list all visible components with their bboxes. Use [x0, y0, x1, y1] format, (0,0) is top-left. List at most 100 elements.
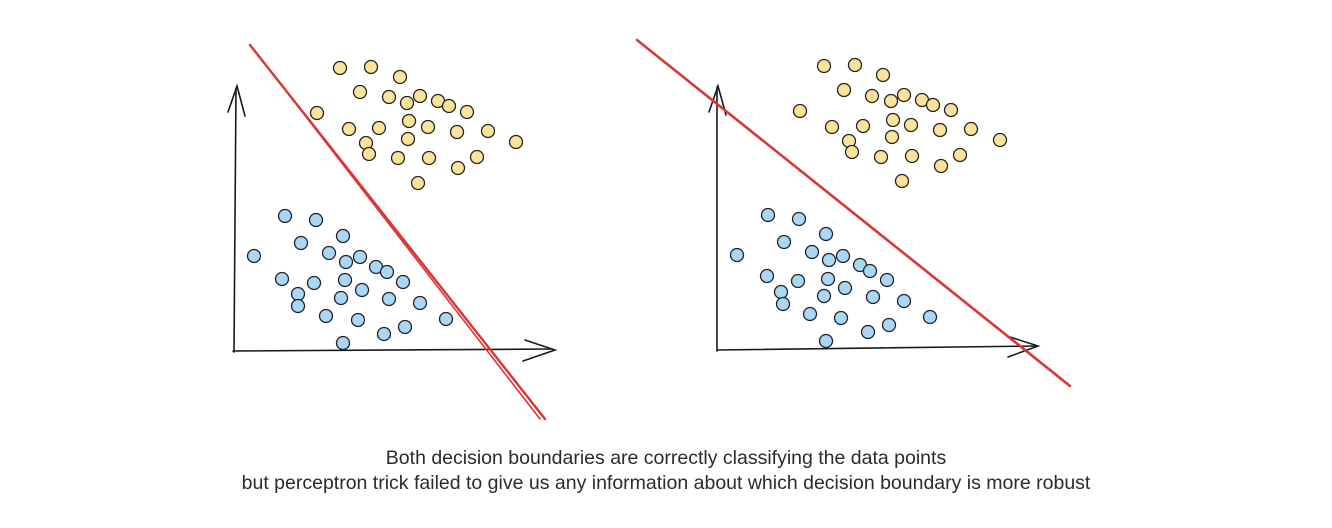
- data-point: [318, 308, 334, 324]
- data-point: [274, 271, 290, 287]
- right-x-axis: [716, 345, 1037, 351]
- data-point: [821, 252, 837, 268]
- data-point: [337, 272, 353, 288]
- data-point: [932, 122, 948, 138]
- data-point: [864, 88, 880, 104]
- left-y-axis: [233, 87, 237, 353]
- data-point: [885, 112, 901, 128]
- data-point: [361, 146, 377, 162]
- figure-caption: Both decision boundaries are correctly c…: [0, 446, 1332, 496]
- data-point: [883, 93, 899, 109]
- data-point: [450, 160, 466, 176]
- data-point: [865, 289, 881, 305]
- left-y-arrowhead: [227, 83, 246, 117]
- data-point: [818, 226, 834, 242]
- data-point: [438, 311, 454, 327]
- caption-line-2: but perceptron trick failed to give us a…: [241, 472, 1091, 494]
- data-point: [896, 293, 912, 309]
- data-point: [875, 67, 891, 83]
- left-decision-boundary: [248, 43, 547, 421]
- right-x-arrowhead: [1007, 336, 1041, 358]
- data-point: [459, 104, 475, 120]
- data-point: [873, 149, 889, 165]
- data-point: [290, 298, 306, 314]
- data-point: [381, 291, 397, 307]
- data-point: [412, 88, 428, 104]
- data-point: [293, 235, 309, 251]
- data-point: [400, 131, 416, 147]
- data-point: [847, 57, 863, 73]
- data-point: [790, 273, 806, 289]
- data-point: [729, 247, 745, 263]
- data-point: [791, 211, 807, 227]
- data-point: [760, 207, 776, 223]
- data-point: [925, 97, 941, 113]
- data-point: [376, 326, 392, 342]
- data-point: [837, 280, 853, 296]
- data-point: [390, 150, 406, 166]
- data-point: [862, 263, 878, 279]
- data-point: [844, 144, 860, 160]
- data-point: [833, 310, 849, 326]
- data-point: [395, 274, 411, 290]
- data-point: [290, 286, 306, 302]
- data-point: [943, 102, 959, 118]
- left-panel: [227, 43, 558, 421]
- data-point: [333, 290, 349, 306]
- data-point: [933, 158, 949, 174]
- data-point: [321, 245, 337, 261]
- data-point: [773, 284, 789, 300]
- data-point: [350, 312, 366, 328]
- left-x-axis: [232, 348, 553, 352]
- data-point: [306, 275, 322, 291]
- data-point: [776, 234, 792, 250]
- data-point: [352, 249, 368, 265]
- data-point: [277, 208, 293, 224]
- data-point: [338, 254, 354, 270]
- data-point: [309, 105, 325, 121]
- data-point: [420, 119, 436, 135]
- data-point: [363, 59, 379, 75]
- data-point: [836, 82, 852, 98]
- data-point: [824, 119, 840, 135]
- right-decision-boundary: [635, 38, 1072, 388]
- data-point: [335, 228, 351, 244]
- data-point: [246, 248, 262, 264]
- boundary-stroke: [251, 46, 541, 420]
- data-point: [881, 317, 897, 333]
- data-point: [816, 288, 832, 304]
- data-point: [963, 121, 979, 137]
- right-axes: [708, 83, 1041, 358]
- data-point: [804, 244, 820, 260]
- data-point: [308, 212, 324, 228]
- caption-line-1: Both decision boundaries are correctly c…: [385, 447, 947, 469]
- data-point: [421, 150, 437, 166]
- left-blue-points: [246, 208, 454, 351]
- data-point: [371, 120, 387, 136]
- data-point: [792, 103, 808, 119]
- right-y-arrowhead: [708, 83, 727, 116]
- data-point: [412, 295, 428, 311]
- right-blue-points: [729, 207, 938, 349]
- data-point: [335, 335, 351, 351]
- data-point: [860, 324, 876, 340]
- data-point: [397, 319, 413, 335]
- data-point: [816, 58, 832, 74]
- data-point: [884, 129, 900, 145]
- data-point: [392, 69, 408, 85]
- data-point: [992, 132, 1008, 148]
- data-point: [399, 95, 415, 111]
- data-point: [896, 87, 912, 103]
- data-point: [381, 89, 397, 105]
- data-point: [775, 296, 791, 312]
- data-point: [802, 306, 818, 322]
- data-point: [469, 149, 485, 165]
- data-point: [818, 333, 834, 349]
- right-panel: [635, 38, 1072, 388]
- data-point: [952, 147, 968, 163]
- left-axes: [227, 83, 558, 362]
- left-yellow-points: [309, 59, 524, 191]
- data-point: [855, 118, 871, 134]
- data-point: [401, 113, 417, 129]
- data-point: [332, 60, 348, 76]
